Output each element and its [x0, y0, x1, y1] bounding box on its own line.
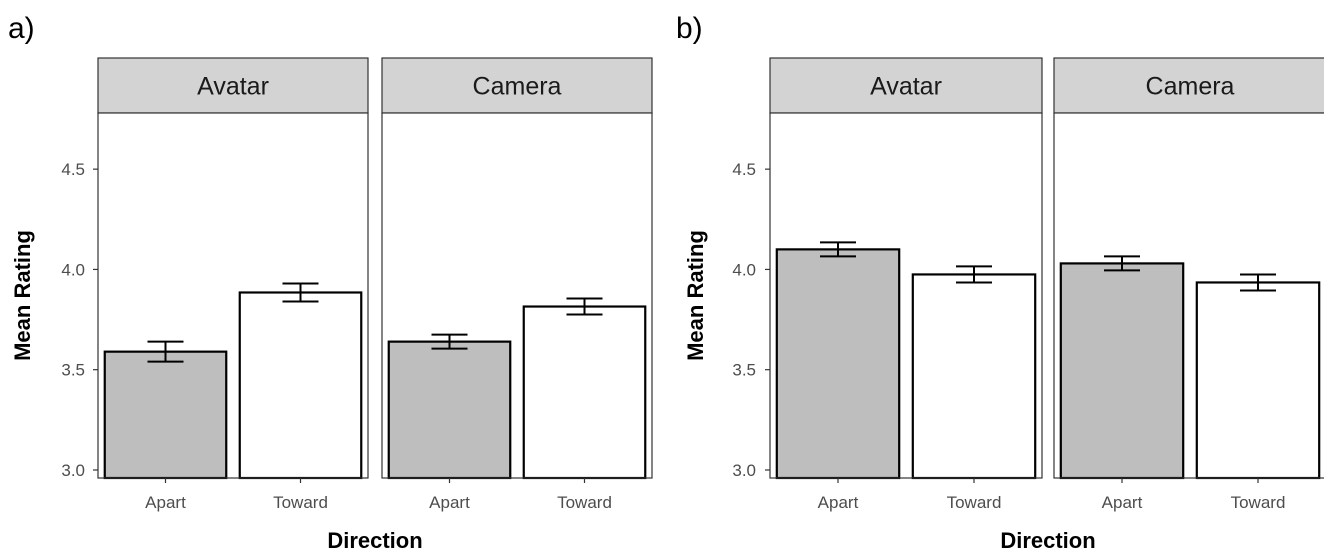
- x-tick-label: Apart: [145, 493, 186, 512]
- facet-strip: [1053, 57, 1324, 114]
- y-tick-label: 4.5: [61, 160, 85, 179]
- y-tick-label: 3.0: [61, 461, 85, 480]
- y-axis-title: Mean Rating: [683, 230, 708, 361]
- bar-apart: [387, 340, 512, 480]
- facet-avatar: Avatar Apart Toward: [97, 57, 369, 512]
- facet-strip-label: Avatar: [197, 73, 269, 101]
- bar-apart: [775, 248, 901, 480]
- facet-strip-label: Camera: [473, 73, 562, 101]
- x-tick-label: Apart: [818, 493, 859, 512]
- panel-tag: b): [676, 12, 703, 45]
- facet-camera: Camera Apart Toward: [381, 57, 653, 512]
- panel-tag: a): [8, 12, 35, 45]
- x-axis-title: Direction: [327, 528, 422, 553]
- y-tick-label: 4.0: [61, 260, 85, 279]
- y-tick-label: 3.0: [732, 461, 756, 480]
- bar-toward: [1195, 281, 1321, 480]
- bar-apart: [103, 350, 228, 480]
- x-tick-label: Toward: [1231, 493, 1286, 512]
- bar-toward: [522, 305, 647, 480]
- panel-border: [381, 112, 653, 479]
- bar-toward: [911, 273, 1037, 480]
- facet-strip-label: Avatar: [870, 73, 942, 101]
- x-tick-label: Apart: [429, 493, 470, 512]
- bar-apart: [1059, 262, 1185, 480]
- bar-toward: [238, 291, 363, 480]
- y-tick-label: 3.5: [61, 361, 85, 380]
- x-tick-label: Toward: [273, 493, 328, 512]
- x-tick-label: Apart: [1102, 493, 1143, 512]
- facet-strip: [97, 57, 369, 114]
- x-tick-label: Toward: [557, 493, 612, 512]
- panel-border: [769, 112, 1043, 479]
- y-tick-label: 4.5: [732, 160, 756, 179]
- y-axis-title: Mean Rating: [10, 230, 35, 361]
- facet-strip: [381, 57, 653, 114]
- chart-a: a) Mean Rating 3.0 3.5 4.0 4.5 Avatar Apart Towa…: [8, 12, 653, 553]
- facet-avatar: Avatar Apart Toward: [769, 57, 1043, 512]
- y-tick-label: 4.0: [732, 260, 756, 279]
- y-tick-label: 3.5: [732, 361, 756, 380]
- x-axis-title: Direction: [1000, 528, 1095, 553]
- panel-border: [97, 112, 369, 479]
- chart-b: b) Mean Rating 3.0 3.5 4.0 4.5 Avatar Apart Towa…: [676, 12, 1324, 553]
- facet-strip: [769, 57, 1043, 114]
- facet-strip-label: Camera: [1146, 73, 1235, 101]
- facet-camera: Camera Apart Toward: [1053, 57, 1324, 512]
- x-tick-label: Toward: [947, 493, 1002, 512]
- panel-border: [1053, 112, 1324, 479]
